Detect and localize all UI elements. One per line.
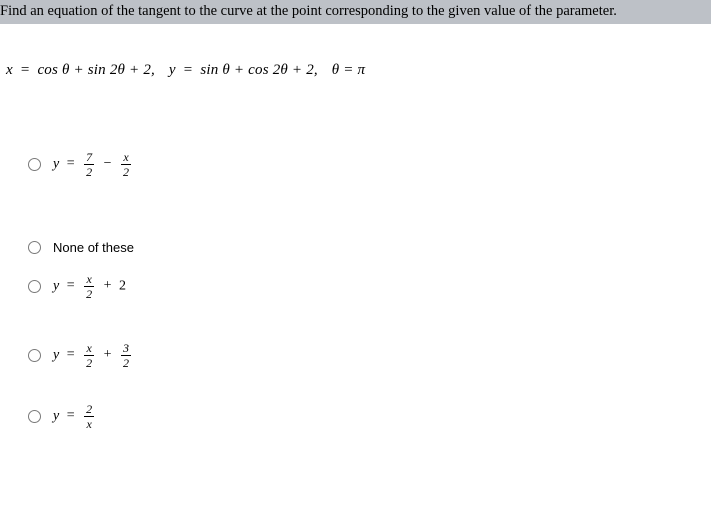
eqn-x-rhs: cos θ + sin 2θ + 2,	[37, 62, 155, 78]
denominator: x	[84, 417, 94, 430]
fraction: 7 2	[84, 151, 94, 178]
fraction: 3 2	[121, 342, 131, 369]
var-y: y	[53, 278, 59, 293]
option-4-expr: y = x 2 + 3 2	[53, 342, 133, 369]
equals-sign: =	[67, 408, 75, 423]
eqn-y-lhs: y	[169, 62, 176, 78]
option-1[interactable]: y = 7 2 − x 2	[28, 151, 711, 178]
option-4[interactable]: y = x 2 + 3 2	[28, 342, 711, 369]
constant: 2	[119, 278, 126, 293]
equals-sign: =	[67, 156, 75, 171]
denominator: 2	[84, 356, 94, 369]
parametric-equation: x = cos θ + sin 2θ + 2, y = sin θ + cos …	[0, 24, 711, 79]
radio-icon[interactable]	[28, 349, 41, 362]
option-5-expr: y = 2 x	[53, 403, 96, 430]
denominator: 2	[84, 287, 94, 300]
equals-sign: =	[21, 62, 30, 78]
radio-icon[interactable]	[28, 158, 41, 171]
plus-sign: +	[104, 347, 112, 362]
numerator: x	[84, 342, 94, 356]
numerator: x	[84, 273, 94, 287]
numerator: x	[121, 151, 131, 165]
fraction: x 2	[84, 273, 94, 300]
equals-sign: =	[67, 278, 75, 293]
denominator: 2	[121, 356, 131, 369]
var-y: y	[53, 347, 59, 362]
eqn-x-lhs: x	[6, 62, 13, 78]
numerator: 2	[84, 403, 94, 417]
denominator: 2	[121, 165, 131, 178]
fraction: x 2	[84, 342, 94, 369]
var-y: y	[53, 408, 59, 423]
fraction: 2 x	[84, 403, 94, 430]
eqn-y-rhs: sin θ + cos 2θ + 2,	[200, 62, 318, 78]
option-3[interactable]: y = x 2 + 2	[28, 273, 711, 300]
plus-sign: +	[104, 278, 112, 293]
numerator: 3	[121, 342, 131, 356]
question-prompt: Find an equation of the tangent to the c…	[0, 0, 711, 24]
radio-icon[interactable]	[28, 280, 41, 293]
numerator: 7	[84, 151, 94, 165]
equals-sign: =	[67, 347, 75, 362]
option-2-label: None of these	[53, 240, 134, 255]
denominator: 2	[84, 165, 94, 178]
option-1-expr: y = 7 2 − x 2	[53, 151, 133, 178]
equals-sign: =	[184, 62, 193, 78]
var-y: y	[53, 156, 59, 171]
option-2[interactable]: None of these	[28, 240, 711, 255]
radio-icon[interactable]	[28, 241, 41, 254]
fraction: x 2	[121, 151, 131, 178]
answer-options: y = 7 2 − x 2 None of these y = x 2	[0, 79, 711, 430]
option-3-expr: y = x 2 + 2	[53, 273, 126, 300]
option-5[interactable]: y = 2 x	[28, 403, 711, 430]
radio-icon[interactable]	[28, 410, 41, 423]
eqn-param: θ = π	[332, 62, 366, 78]
minus-sign: −	[104, 156, 112, 171]
